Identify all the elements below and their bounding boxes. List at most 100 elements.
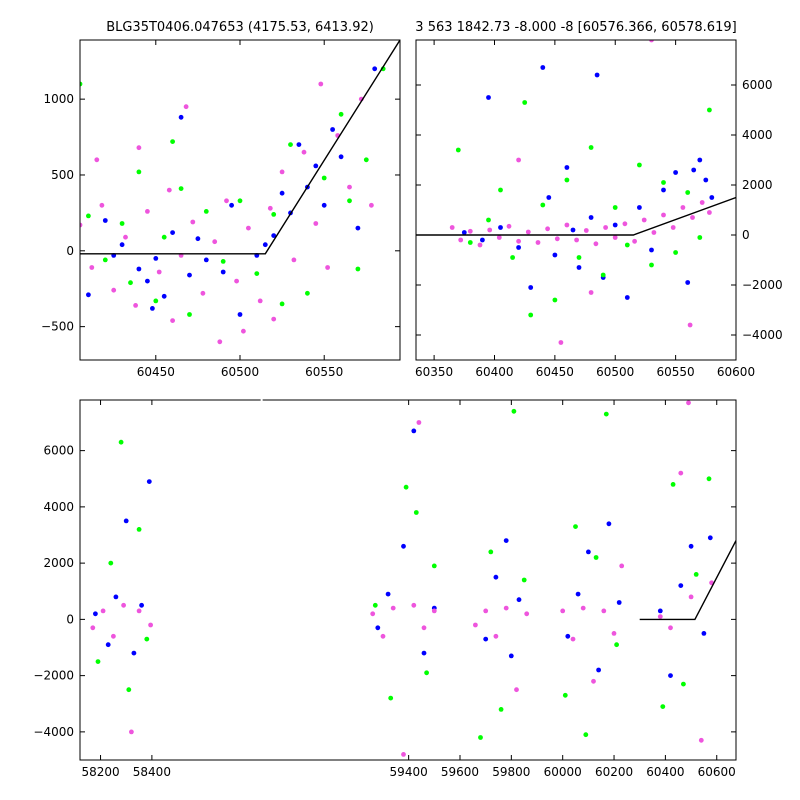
y-tick-label: 1000	[43, 92, 74, 106]
x-tick-label: 60550	[305, 365, 343, 379]
data-point-magenta	[503, 605, 509, 611]
y-tick-label: 2000	[43, 556, 74, 570]
data-point-blue	[480, 237, 485, 243]
data-point-magenta	[416, 420, 422, 425]
data-point-magenta	[514, 687, 519, 693]
data-point-magenta	[133, 303, 139, 308]
data-point-blue	[136, 266, 142, 272]
data-point-blue	[372, 66, 378, 72]
data-point-magenta	[390, 605, 396, 611]
data-point-blue	[220, 269, 226, 275]
data-point-magenta	[99, 202, 105, 208]
data-point-blue	[161, 293, 167, 299]
data-point-blue	[338, 154, 344, 160]
data-point-blue	[564, 165, 570, 170]
data-point-magenta	[200, 290, 206, 296]
data-point-magenta	[183, 104, 189, 110]
data-point-green	[363, 157, 369, 163]
data-point-magenta	[473, 622, 478, 628]
panel-bottom: 58200 58400 59400 59600 59800 60000 60200 60400…	[33, 398, 737, 779]
data-point-green	[254, 271, 260, 276]
data-point-magenta	[401, 752, 406, 757]
data-point-magenta	[156, 269, 162, 275]
data-point-blue	[187, 272, 192, 278]
data-point-green	[126, 687, 132, 693]
data-point-blue	[375, 625, 381, 631]
data-point-green	[573, 524, 578, 529]
x-tick-label: 60000	[544, 765, 582, 779]
data-point-green	[478, 735, 483, 740]
data-point-green	[697, 235, 703, 240]
data-point-blue	[486, 95, 491, 100]
data-point-magenta	[641, 217, 647, 223]
data-point-green	[583, 732, 589, 738]
data-point-blue	[330, 127, 335, 132]
data-point-green	[614, 642, 619, 648]
data-point-blue	[709, 195, 715, 200]
data-point-magenta	[668, 625, 673, 631]
data-point-magenta	[611, 631, 617, 636]
data-point-green	[693, 572, 699, 577]
data-point-magenta	[224, 198, 229, 204]
data-point-green	[521, 577, 527, 583]
axes-frame	[415, 39, 737, 361]
data-point-magenta	[217, 339, 223, 345]
data-point-blue	[657, 608, 663, 614]
data-point-green	[706, 476, 712, 482]
data-point-green	[203, 209, 209, 214]
data-point-magenta	[411, 602, 417, 608]
panel-top-right-title: 3 563 1842.73 -8.000 -8 [60576.366, 6057…	[415, 20, 736, 35]
data-point-blue	[123, 518, 129, 524]
data-point-green	[424, 670, 429, 676]
data-point-magenta	[535, 240, 541, 245]
data-point-blue	[498, 225, 503, 230]
data-point-blue	[576, 265, 582, 270]
data-point-blue	[178, 114, 184, 120]
data-point-blue	[707, 535, 713, 541]
data-point-blue	[688, 543, 694, 549]
x-tick-label: 60350	[415, 365, 453, 379]
data-point-green	[372, 602, 378, 608]
y-tick-label: −500	[41, 320, 74, 334]
panel-top-right: 60350 60400 60450 60500 60550 60600 −4000 −2000…	[415, 39, 783, 379]
data-point-magenta	[678, 470, 684, 476]
data-point-blue	[170, 230, 176, 236]
data-point-magenta	[707, 210, 712, 215]
data-point-magenta	[212, 239, 218, 245]
data-point-magenta	[661, 212, 666, 218]
data-point-blue	[546, 195, 552, 200]
data-point-blue	[385, 591, 391, 597]
data-point-blue	[565, 633, 571, 639]
data-point-blue	[668, 673, 673, 678]
data-point-magenta	[100, 608, 106, 614]
plot-area	[80, 40, 400, 345]
data-point-magenta	[325, 265, 330, 270]
data-point-magenta	[94, 157, 100, 163]
data-point-magenta	[271, 316, 277, 322]
data-point-magenta	[129, 729, 134, 735]
data-point-green	[673, 250, 678, 255]
x-tick-label: 60400	[475, 365, 513, 379]
data-point-blue	[139, 602, 145, 608]
data-point-green	[603, 411, 609, 417]
x-tick-label: 60500	[596, 365, 634, 379]
data-point-green	[612, 205, 618, 210]
data-point-green	[576, 255, 582, 260]
data-point-magenta	[493, 633, 499, 639]
x-tick-label: 59400	[390, 765, 428, 779]
data-point-green	[707, 107, 712, 113]
data-point-green	[685, 190, 691, 195]
data-point-magenta	[301, 149, 307, 155]
data-point-green	[660, 704, 666, 709]
data-point-magenta	[632, 238, 637, 244]
x-tick-label: 60600	[698, 765, 736, 779]
data-point-green	[528, 312, 534, 318]
data-point-magenta	[257, 298, 263, 304]
data-point-blue	[678, 583, 684, 588]
x-tick-label: 60450	[536, 365, 574, 379]
data-point-magenta	[524, 611, 530, 617]
data-point-magenta	[649, 40, 654, 43]
data-point-green	[355, 266, 361, 272]
data-point-magenta	[449, 225, 455, 230]
data-point-magenta	[369, 202, 374, 208]
